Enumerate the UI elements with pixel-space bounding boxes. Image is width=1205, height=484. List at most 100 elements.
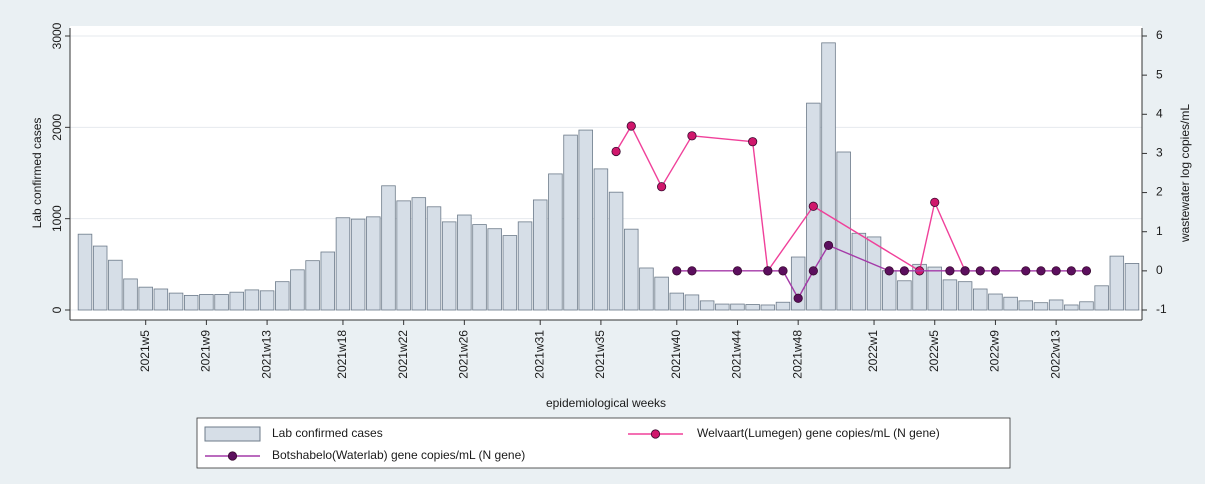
bar xyxy=(654,276,669,311)
x-tick-label: 2021w26 xyxy=(457,330,471,379)
bar xyxy=(578,129,593,311)
legend-label: Botshabelo(Waterlab) gene copies/mL (N g… xyxy=(272,448,525,462)
bar xyxy=(1094,285,1109,311)
x-tick-label: 2021w5 xyxy=(138,330,152,372)
bar xyxy=(381,185,396,311)
bar xyxy=(563,134,578,311)
bar xyxy=(1018,300,1034,311)
x-tick-label: 2021w13 xyxy=(259,330,273,379)
bar xyxy=(593,168,609,311)
x-tick-label: 2021w18 xyxy=(335,330,349,379)
bar xyxy=(669,292,685,311)
bar xyxy=(532,199,548,311)
marker xyxy=(1021,266,1031,276)
connector xyxy=(918,202,936,272)
bar xyxy=(548,173,563,311)
connector xyxy=(797,270,814,299)
bar xyxy=(168,292,184,311)
bar xyxy=(290,269,305,311)
bar xyxy=(881,270,897,311)
marker xyxy=(687,131,697,141)
marker xyxy=(884,266,894,276)
bar xyxy=(183,294,199,311)
bar xyxy=(108,259,123,311)
y-tick-label: 1000 xyxy=(50,205,64,232)
bar xyxy=(760,304,776,311)
bar xyxy=(942,279,958,311)
bar xyxy=(457,214,472,311)
bar xyxy=(1064,304,1079,311)
marker xyxy=(990,266,1001,276)
bar xyxy=(320,251,336,311)
x-tick-label: 2022w5 xyxy=(927,330,941,372)
bar xyxy=(775,301,791,311)
bar xyxy=(441,221,457,311)
bar xyxy=(851,232,867,311)
marker xyxy=(748,137,758,147)
x-tick-label: 2021w40 xyxy=(669,330,683,379)
bar xyxy=(229,291,244,311)
bar xyxy=(608,191,624,311)
bar xyxy=(927,266,942,311)
y2-tick-label: -1 xyxy=(1156,302,1167,316)
y2-axis-title: wastewater log copies/mL xyxy=(1178,104,1192,243)
connector xyxy=(615,125,632,152)
y2-tick-label: 6 xyxy=(1156,28,1163,42)
bar xyxy=(973,288,988,311)
bar xyxy=(699,300,715,311)
bar xyxy=(897,280,912,311)
x-axis-title: epidemiological weeks xyxy=(546,396,666,410)
bar xyxy=(244,289,260,311)
bar xyxy=(426,206,442,311)
y-tick-label: 3000 xyxy=(50,22,64,49)
x-tick-label: 2021w31 xyxy=(532,330,546,379)
bar xyxy=(259,290,275,311)
bar xyxy=(502,235,518,311)
y-tick-label: 2000 xyxy=(50,114,64,141)
marker xyxy=(930,197,940,207)
marker xyxy=(1051,266,1061,276)
bar xyxy=(472,224,487,311)
marker xyxy=(808,266,818,276)
x-tick-label: 2022w1 xyxy=(866,330,880,372)
marker xyxy=(763,266,773,276)
marker xyxy=(1036,266,1046,276)
x-tick-label: 2021w44 xyxy=(730,330,744,379)
bar xyxy=(639,267,654,311)
bar xyxy=(1048,299,1064,311)
bar xyxy=(730,303,745,311)
legend-label: Welvaart(Lumegen) gene copies/mL (N gene… xyxy=(697,426,940,440)
marker xyxy=(1081,266,1092,276)
y2-tick-label: 1 xyxy=(1156,224,1163,238)
bar xyxy=(866,236,882,311)
x-tick-label: 2022w13 xyxy=(1048,330,1062,379)
connector xyxy=(828,244,890,272)
bar xyxy=(138,286,153,311)
marker xyxy=(945,266,955,276)
bar xyxy=(199,294,214,311)
marker xyxy=(823,240,834,251)
marker xyxy=(899,266,909,276)
y2-tick-label: 0 xyxy=(1156,263,1163,277)
connector xyxy=(812,205,920,272)
connector xyxy=(934,202,966,272)
bar xyxy=(1033,302,1049,311)
y2-tick-label: 4 xyxy=(1156,106,1163,120)
legend-label: Lab confirmed cases xyxy=(272,426,383,440)
marker xyxy=(793,293,803,303)
connector xyxy=(661,135,693,188)
bar xyxy=(1109,255,1125,311)
bar xyxy=(350,218,366,311)
bar xyxy=(214,294,229,311)
bar xyxy=(305,260,320,311)
bar xyxy=(487,228,502,311)
y-tick-label: 0 xyxy=(50,306,64,313)
connector xyxy=(630,125,663,188)
bar xyxy=(92,245,108,311)
y2-tick-label: 3 xyxy=(1156,146,1163,160)
bar xyxy=(366,216,381,311)
x-tick-label: 2021w48 xyxy=(790,330,804,379)
connector xyxy=(812,245,830,272)
connector xyxy=(691,135,753,143)
